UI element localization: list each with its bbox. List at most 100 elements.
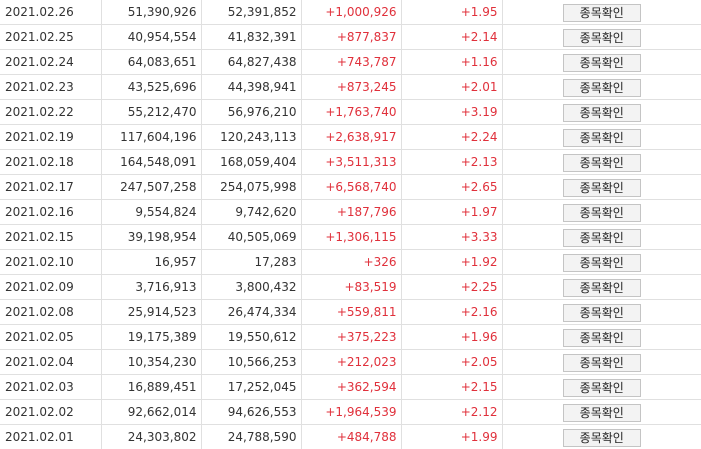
rate-cell: +2.24 — [401, 124, 503, 150]
check-stock-button[interactable]: 종목확인 — [562, 103, 641, 122]
check-stock-button[interactable]: 종목확인 — [562, 403, 641, 422]
rate-cell: +2.13 — [401, 149, 503, 175]
rate-cell: +3.33 — [401, 224, 503, 250]
value-b-cell: 56,976,210 — [201, 99, 302, 125]
check-stock-button[interactable]: 종목확인 — [562, 278, 641, 297]
action-cell: 종목확인 — [502, 149, 701, 175]
rate-cell: +1.96 — [401, 324, 503, 350]
rate-cell: +2.15 — [401, 374, 503, 400]
rate-cell: +3.19 — [401, 99, 503, 125]
value-a-cell: 92,662,014 — [101, 399, 202, 425]
rate-cell: +2.05 — [401, 349, 503, 375]
table-row: 2021.02.25 40,954,554 41,832,391 +877,837 +2… — [0, 24, 701, 50]
action-cell: 종목확인 — [502, 174, 701, 200]
check-stock-button[interactable]: 종목확인 — [562, 253, 641, 272]
check-stock-button[interactable]: 종목확인 — [562, 328, 641, 347]
action-cell: 종목확인 — [502, 49, 701, 75]
date-cell: 2021.02.22 — [0, 99, 102, 125]
date-cell: 2021.02.24 — [0, 49, 102, 75]
value-a-cell: 247,507,258 — [101, 174, 202, 200]
check-stock-button[interactable]: 종목확인 — [562, 228, 641, 247]
action-cell: 종목확인 — [502, 324, 701, 350]
value-b-cell: 52,391,852 — [201, 0, 302, 25]
table-row: 2021.02.18 164,548,091 168,059,404 +3,511,3… — [0, 149, 701, 175]
date-cell: 2021.02.15 — [0, 224, 102, 250]
date-cell: 2021.02.08 — [0, 299, 102, 325]
change-cell: +362,594 — [301, 374, 402, 400]
change-cell: +559,811 — [301, 299, 402, 325]
change-cell: +2,638,917 — [301, 124, 402, 150]
change-cell: +3,511,313 — [301, 149, 402, 175]
action-cell: 종목확인 — [502, 199, 701, 225]
check-stock-button[interactable]: 종목확인 — [562, 178, 641, 197]
table-row: 2021.02.17 247,507,258 254,075,998 +6,568,7… — [0, 174, 701, 200]
table-row: 2021.02.26 51,390,926 52,391,852 +1,000,926… — [0, 0, 701, 25]
value-a-cell: 10,354,230 — [101, 349, 202, 375]
table-row: 2021.02.01 24,303,802 24,788,590 +484,788 +1… — [0, 424, 701, 449]
date-cell: 2021.02.05 — [0, 324, 102, 350]
value-a-cell: 9,554,824 — [101, 199, 202, 225]
value-b-cell: 26,474,334 — [201, 299, 302, 325]
value-b-cell: 9,742,620 — [201, 199, 302, 225]
action-cell: 종목확인 — [502, 224, 701, 250]
action-cell: 종목확인 — [502, 349, 701, 375]
action-cell: 종목확인 — [502, 24, 701, 50]
action-cell: 종목확인 — [502, 249, 701, 275]
table-row: 2021.02.09 3,716,913 3,800,432 +83,519 +2.25… — [0, 274, 701, 300]
rate-cell: +2.12 — [401, 399, 503, 425]
date-cell: 2021.02.04 — [0, 349, 102, 375]
value-a-cell: 43,525,696 — [101, 74, 202, 100]
action-cell: 종목확인 — [502, 274, 701, 300]
action-cell: 종목확인 — [502, 0, 701, 25]
value-a-cell: 16,889,451 — [101, 374, 202, 400]
action-cell: 종목확인 — [502, 74, 701, 100]
rate-cell: +2.65 — [401, 174, 503, 200]
rate-cell: +1.92 — [401, 249, 503, 275]
date-cell: 2021.02.02 — [0, 399, 102, 425]
value-b-cell: 3,800,432 — [201, 274, 302, 300]
value-b-cell: 10,566,253 — [201, 349, 302, 375]
check-stock-button[interactable]: 종목확인 — [562, 128, 641, 147]
check-stock-button[interactable]: 종목확인 — [562, 153, 641, 172]
check-stock-button[interactable]: 종목확인 — [562, 3, 641, 22]
value-a-cell: 164,548,091 — [101, 149, 202, 175]
check-stock-button[interactable]: 종목확인 — [562, 78, 641, 97]
rate-cell: +1.95 — [401, 0, 503, 25]
check-stock-button[interactable]: 종목확인 — [562, 303, 641, 322]
check-stock-button[interactable]: 종목확인 — [562, 353, 641, 372]
table-row: 2021.02.22 55,212,470 56,976,210 +1,763,740… — [0, 99, 701, 125]
date-cell: 2021.02.18 — [0, 149, 102, 175]
table-row: 2021.02.16 9,554,824 9,742,620 +187,796 +1.9… — [0, 199, 701, 225]
check-stock-button[interactable]: 종목확인 — [562, 28, 641, 47]
value-b-cell: 64,827,438 — [201, 49, 302, 75]
rate-cell: +1.99 — [401, 424, 503, 449]
table-row: 2021.02.24 64,083,651 64,827,438 +743,787 +1… — [0, 49, 701, 75]
value-b-cell: 41,832,391 — [201, 24, 302, 50]
value-b-cell: 19,550,612 — [201, 324, 302, 350]
date-cell: 2021.02.09 — [0, 274, 102, 300]
date-cell: 2021.02.17 — [0, 174, 102, 200]
check-stock-button[interactable]: 종목확인 — [562, 53, 641, 72]
change-cell: +1,000,926 — [301, 0, 402, 25]
check-stock-button[interactable]: 종목확인 — [562, 428, 641, 447]
check-stock-button[interactable]: 종목확인 — [562, 203, 641, 222]
check-stock-button[interactable]: 종목확인 — [562, 378, 641, 397]
change-cell: +6,568,740 — [301, 174, 402, 200]
change-cell: +83,519 — [301, 274, 402, 300]
date-cell: 2021.02.19 — [0, 124, 102, 150]
value-a-cell: 117,604,196 — [101, 124, 202, 150]
change-cell: +187,796 — [301, 199, 402, 225]
value-a-cell: 3,716,913 — [101, 274, 202, 300]
action-cell: 종목확인 — [502, 124, 701, 150]
change-cell: +1,763,740 — [301, 99, 402, 125]
value-a-cell: 16,957 — [101, 249, 202, 275]
value-b-cell: 168,059,404 — [201, 149, 302, 175]
value-a-cell: 40,954,554 — [101, 24, 202, 50]
table-row: 2021.02.10 16,957 17,283 +326 +1.92 종목확인 — [0, 249, 701, 275]
change-cell: +484,788 — [301, 424, 402, 449]
value-a-cell: 55,212,470 — [101, 99, 202, 125]
value-b-cell: 40,505,069 — [201, 224, 302, 250]
rate-cell: +1.16 — [401, 49, 503, 75]
